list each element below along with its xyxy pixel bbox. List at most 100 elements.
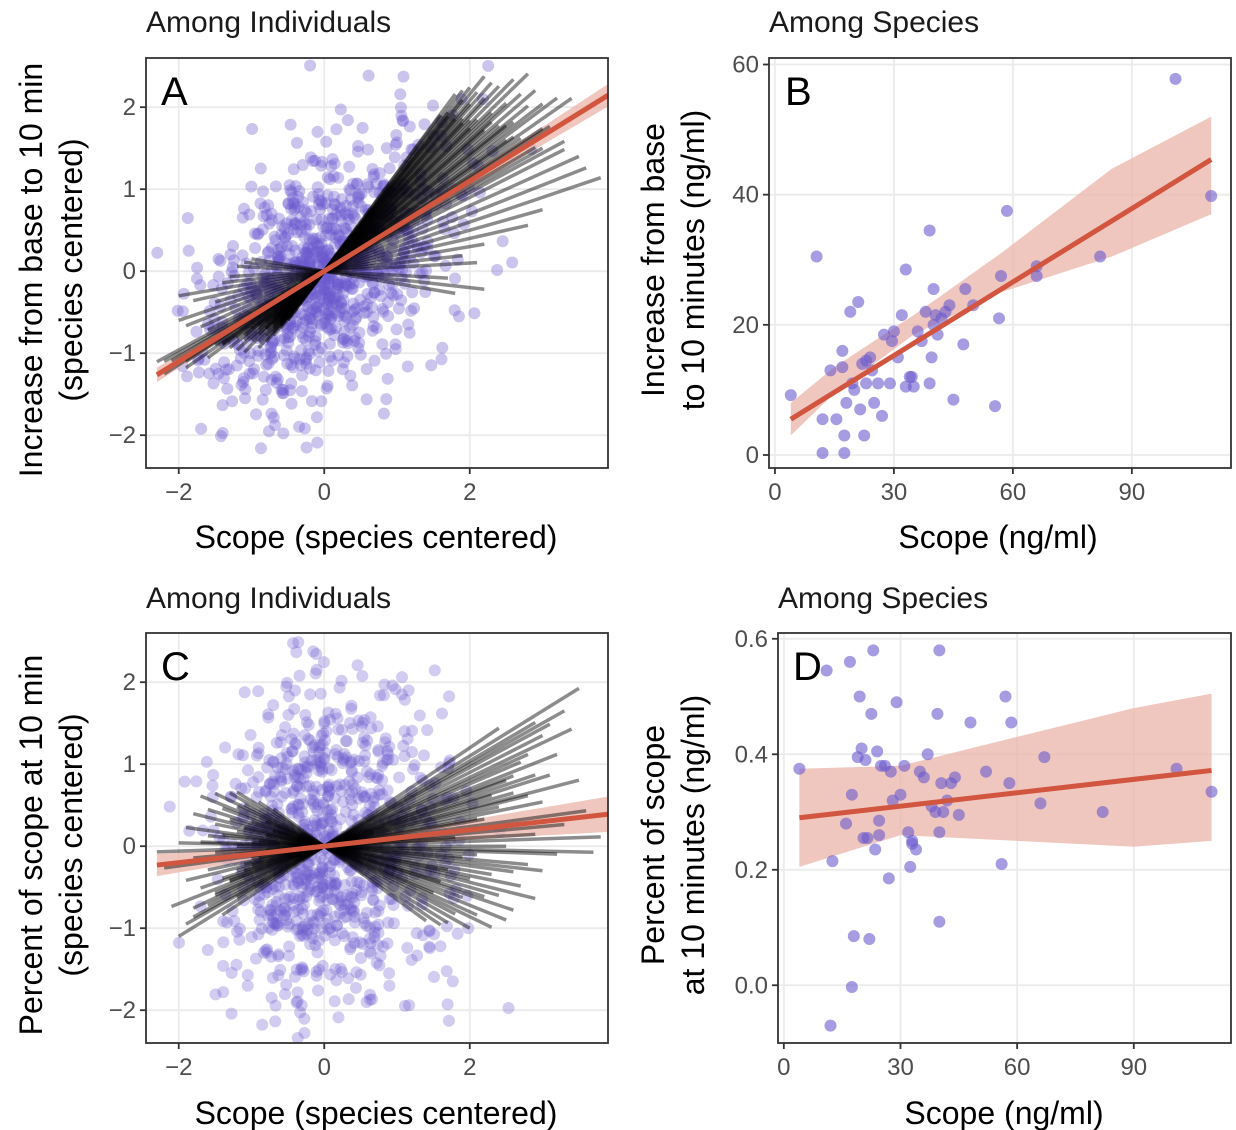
data-point [362,269,374,282]
data-point [273,816,286,829]
data-point [329,792,341,805]
data-point [351,145,364,158]
data-point [325,878,338,891]
data-point [323,785,336,798]
data-point [455,93,468,106]
data-point [357,300,370,313]
data-point [398,725,411,738]
data-point [401,941,414,954]
data-point [285,358,298,371]
data-point [273,253,286,266]
data-point [383,863,396,876]
data-point [441,998,454,1011]
data-point [260,276,273,289]
data-point [373,186,386,199]
data-point [377,180,390,193]
data-point [404,250,417,263]
data-point [303,256,316,269]
individual-fit-line [235,92,522,352]
data-point [228,915,241,927]
data-point [365,248,378,260]
data-point [320,308,333,321]
data-point [374,949,387,962]
individual-fit-line [156,835,601,854]
data-point [923,224,936,237]
data-point [349,782,362,795]
data-point [289,684,301,697]
data-point [254,197,267,210]
data-point [393,262,406,274]
data-point [300,314,313,326]
data-point [294,270,307,283]
data-point [360,996,373,1008]
data-point [274,872,287,885]
data-point [349,857,362,870]
individual-fit-line [257,96,486,344]
plot-content [156,636,608,1043]
data-point [344,850,356,863]
data-point [252,747,265,760]
data-point [392,302,405,315]
data-point [353,255,366,268]
data-point [252,227,265,240]
data-point [317,798,330,811]
y-tick-label: −2 [109,422,136,449]
data-point [316,765,329,778]
data-point [869,843,882,856]
data-point [272,252,285,265]
data-point [303,218,316,231]
data-point [297,832,310,845]
data-point [399,241,411,254]
data-point [243,355,256,368]
data-point [1096,806,1109,819]
x-tick-label: 2 [463,479,476,506]
data-point [246,123,259,135]
panel-c-corner-label: C [161,645,190,689]
data-point [292,190,305,203]
data-point [331,299,344,312]
data-point [351,264,364,277]
data-point [321,883,333,896]
data-point [163,800,176,813]
data-point [372,745,385,758]
data-point [385,797,398,810]
data-point [339,277,352,290]
data-point [326,297,339,310]
data-point [309,286,322,299]
individual-fit-line [192,727,573,910]
data-point [384,265,397,278]
data-point [260,821,273,834]
data-point [347,209,360,222]
data-point [355,889,368,902]
data-point [217,936,230,949]
data-point [325,892,338,905]
data-point [289,306,302,319]
data-point [310,648,323,660]
data-point [265,950,278,963]
data-point [316,198,329,211]
data-point [276,386,289,399]
data-point [384,795,396,808]
data-point [402,899,414,912]
data-point [334,295,347,308]
data-point [207,769,220,781]
data-point [349,981,362,994]
data-point [863,933,876,946]
data-point [328,885,341,898]
data-point [350,858,363,871]
panel-c-xlabel: Scope (species centered) [195,1095,558,1130]
data-point [313,756,326,769]
data-point [345,699,358,712]
data-point [304,253,316,266]
data-point [315,238,328,250]
data-point [296,892,309,905]
data-point [356,258,368,271]
data-point [273,880,285,893]
data-point [246,329,259,341]
x-tick-label: 0 [768,479,781,506]
data-point [336,245,349,258]
data-point [309,338,322,351]
data-point [405,953,418,966]
data-point [200,755,213,768]
data-point [275,228,288,241]
